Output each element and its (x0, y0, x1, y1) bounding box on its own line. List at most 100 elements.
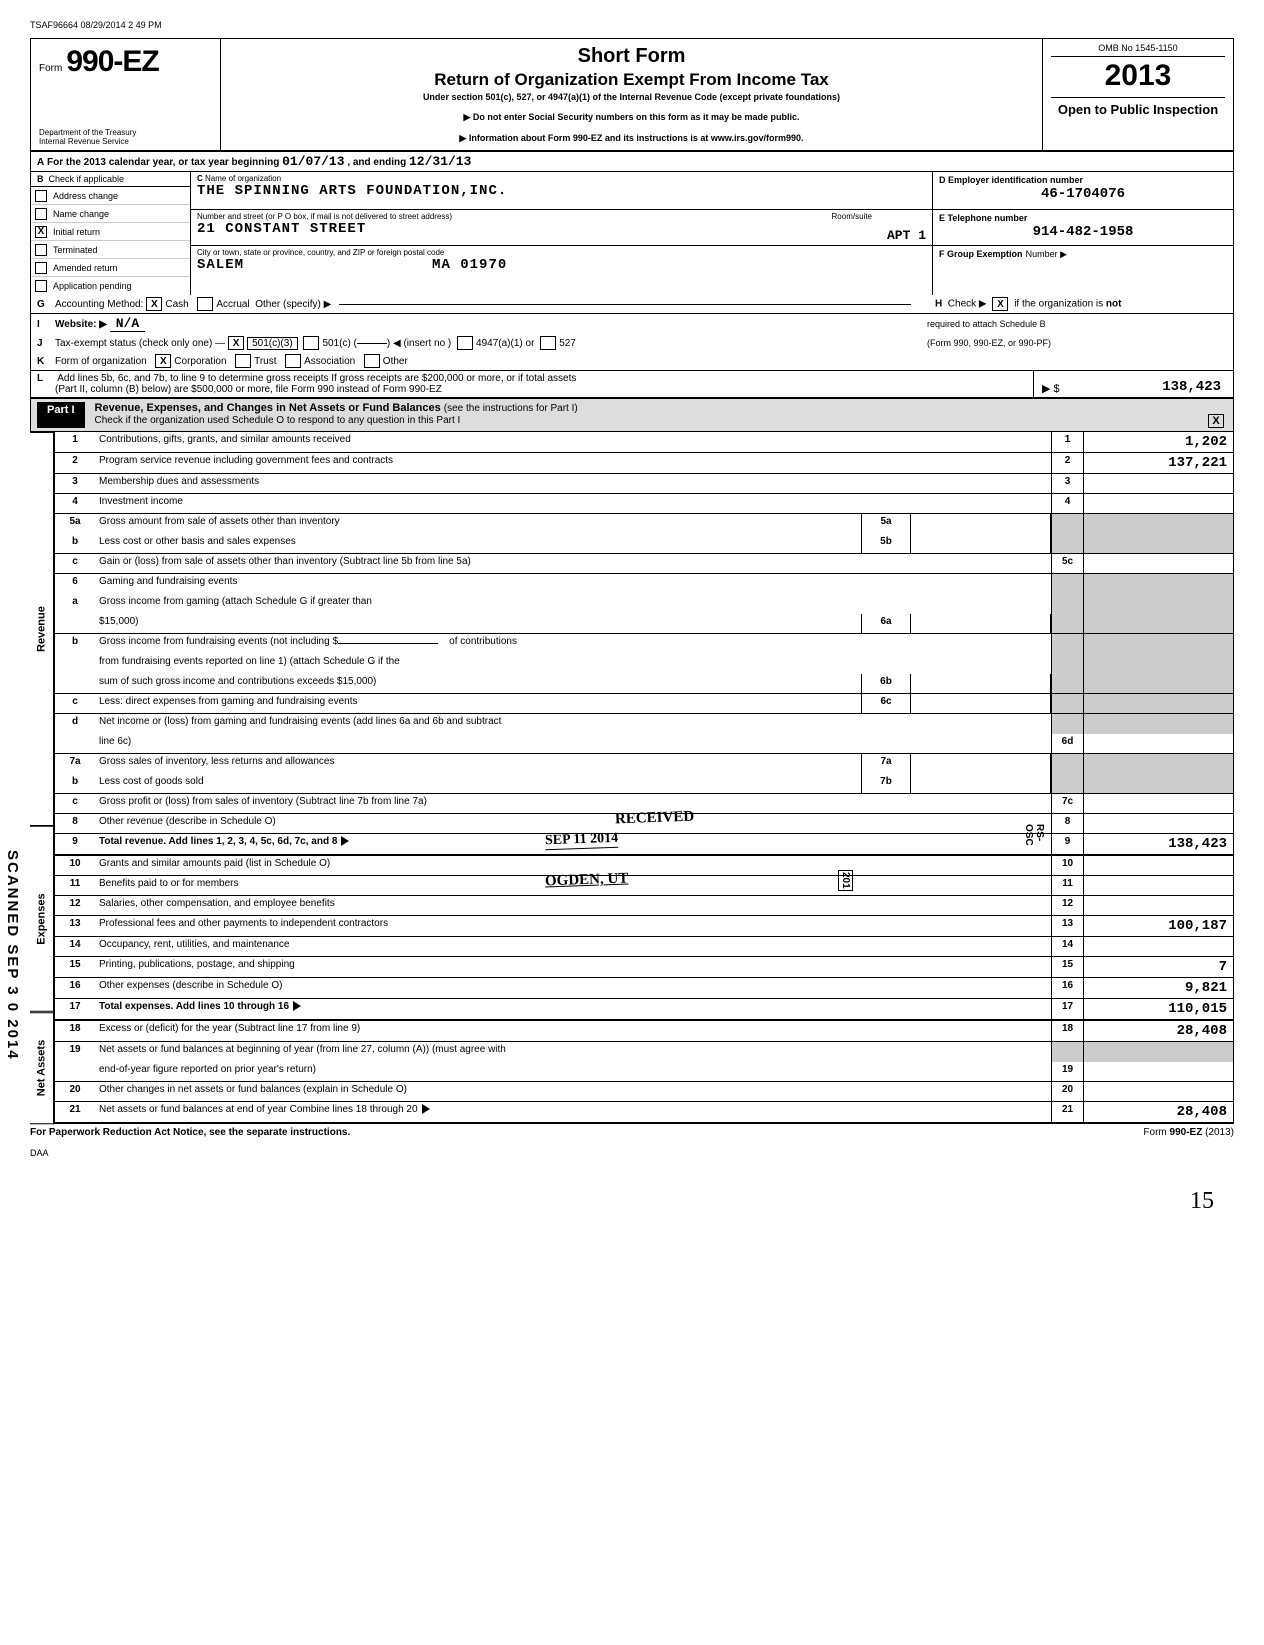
chk-other-org[interactable] (364, 354, 380, 368)
row-5a: 5a Gross amount from sale of assets othe… (54, 514, 1234, 534)
chk-cash[interactable]: X (146, 297, 162, 311)
r7c-desc: Gross profit or (loss) from sales of inv… (95, 794, 1051, 813)
short-form-title: Short Form (231, 45, 1032, 68)
r6d-rnum: 6d (1051, 734, 1083, 753)
r11-desc: Benefits paid to or for members (95, 876, 1051, 895)
entity-block: B Check if applicable Address change Nam… (30, 172, 1234, 295)
chk-name[interactable] (35, 208, 47, 220)
lbl-initial: Initial return (53, 227, 100, 237)
end-date: 12/31/13 (409, 154, 471, 169)
r17-num: 17 (55, 999, 95, 1019)
r1-rnum: 1 (1051, 432, 1083, 452)
room-label: Room/suite (832, 212, 872, 221)
r5c-rnum: 5c (1051, 554, 1083, 573)
chk-accrual[interactable] (197, 297, 213, 311)
l-letter: L (37, 373, 55, 384)
lbl-527: 527 (559, 338, 576, 349)
r7a-rnum (1051, 754, 1083, 774)
arrow-icon (341, 836, 349, 846)
side-revenue: Revenue (30, 432, 54, 826)
row-6a-1: a Gross income from gaming (attach Sched… (54, 594, 1234, 614)
lbl-other-org: Other (383, 356, 408, 367)
r16-num: 16 (55, 978, 95, 998)
chk-527[interactable] (540, 336, 556, 350)
tax-exempt-label: Tax-exempt status (check only one) — (55, 338, 225, 349)
chk-501c3[interactable]: X (228, 336, 244, 350)
lbl-terminated: Terminated (53, 245, 98, 255)
chk-address[interactable] (35, 190, 47, 202)
chk-initial[interactable]: X (35, 226, 47, 238)
form-number: 990-EZ (66, 45, 158, 79)
r3-desc: Membership dues and assessments (95, 474, 1051, 493)
g-letter: G (37, 299, 55, 310)
group-number: Number ▶ (1026, 249, 1067, 259)
r6d-amt (1083, 734, 1233, 753)
r6d-num: d (55, 714, 95, 734)
lbl-address: Address change (53, 191, 118, 201)
chk-corp[interactable]: X (155, 354, 171, 368)
r5b-midval (911, 534, 1051, 553)
line-a-mid: , and ending (347, 157, 409, 168)
chk-assoc[interactable] (285, 354, 301, 368)
omb-year-block: OMB No 1545-1150 2013 Open to Public Ins… (1043, 39, 1233, 150)
r2-rnum: 2 (1051, 453, 1083, 473)
r6b-rnum-s1 (1051, 634, 1083, 654)
r6c-mid: 6c (861, 694, 911, 713)
chk-no-schedule-b[interactable]: X (992, 297, 1008, 311)
r6-amt (1083, 574, 1233, 594)
chk-501c[interactable] (303, 336, 319, 350)
row-6b-2: from fundraising events reported on line… (54, 654, 1234, 674)
form-title-block: Short Form Return of Organization Exempt… (221, 39, 1043, 150)
r6b-num-b2 (55, 654, 95, 674)
r6c-rnum (1051, 694, 1083, 713)
r16-rnum: 16 (1051, 978, 1083, 998)
chk-amended[interactable] (35, 262, 47, 274)
r6a-rnum-s2 (1051, 614, 1083, 633)
chk-schedule-o[interactable]: X (1208, 414, 1224, 428)
form-of-org-label: Form of organization (55, 356, 147, 367)
r2-amt: 137,221 (1083, 453, 1233, 473)
line-a-pre: For the 2013 calendar year, or tax year … (47, 157, 282, 168)
r17-amt: 110,015 (1083, 999, 1233, 1019)
r5c-desc: Gain or (loss) from sale of assets other… (95, 554, 1051, 573)
row-15: 15 Printing, publications, postage, and … (54, 957, 1234, 978)
page-number: 15 (30, 1188, 1214, 1215)
row-2: 2 Program service revenue including gove… (54, 453, 1234, 474)
r18-rnum: 18 (1051, 1021, 1083, 1041)
h-rest-1: if the organization is not (1014, 299, 1121, 310)
line-a-letter: A (37, 157, 44, 168)
r9-desc: Total revenue. Add lines 1, 2, 3, 4, 5c,… (99, 836, 337, 847)
row-5b: b Less cost or other basis and sales exp… (54, 534, 1234, 554)
r6b-desc-3: sum of such gross income and contributio… (95, 674, 861, 693)
arrow-icon (422, 1104, 430, 1114)
group-label: F Group Exemption (939, 249, 1023, 259)
arrow-icon (293, 1001, 301, 1011)
h-check-label: Check ▶ (948, 299, 987, 310)
r19-rnum: 19 (1051, 1062, 1083, 1081)
part1-label: Part I (37, 402, 85, 428)
r8-num: 8 (55, 814, 95, 833)
r7a-mid: 7a (861, 754, 911, 774)
row-13: 13 Professional fees and other payments … (54, 916, 1234, 937)
scanned-stamp: SCANNED SEP 3 0 2014 (4, 850, 21, 1061)
r6b-midval (911, 674, 1051, 693)
r9-num: 9 (55, 834, 95, 854)
r10-amt (1083, 856, 1233, 875)
chk-4947[interactable] (457, 336, 473, 350)
r14-amt (1083, 937, 1233, 956)
r7c-num: c (55, 794, 95, 813)
row-17: 17 Total expenses. Add lines 10 through … (54, 999, 1234, 1021)
row-6b-3: sum of such gross income and contributio… (54, 674, 1234, 694)
r6a-midval (911, 614, 1051, 633)
check-if-applicable: Check if applicable (49, 174, 125, 184)
chk-trust[interactable] (235, 354, 251, 368)
line-i: I Website: ▶ N/A required to attach Sche… (30, 314, 1234, 334)
part1-check-line: Check if the organization used Schedule … (95, 415, 461, 426)
r6a-num: a (55, 594, 95, 614)
lbl-cash: Cash (165, 299, 188, 310)
chk-terminated[interactable] (35, 244, 47, 256)
r17-rnum: 17 (1051, 999, 1083, 1019)
chk-pending[interactable] (35, 280, 47, 292)
line-j: J Tax-exempt status (check only one) — X… (30, 334, 1234, 352)
row-11: 11 Benefits paid to or for members 11 OG… (54, 876, 1234, 896)
